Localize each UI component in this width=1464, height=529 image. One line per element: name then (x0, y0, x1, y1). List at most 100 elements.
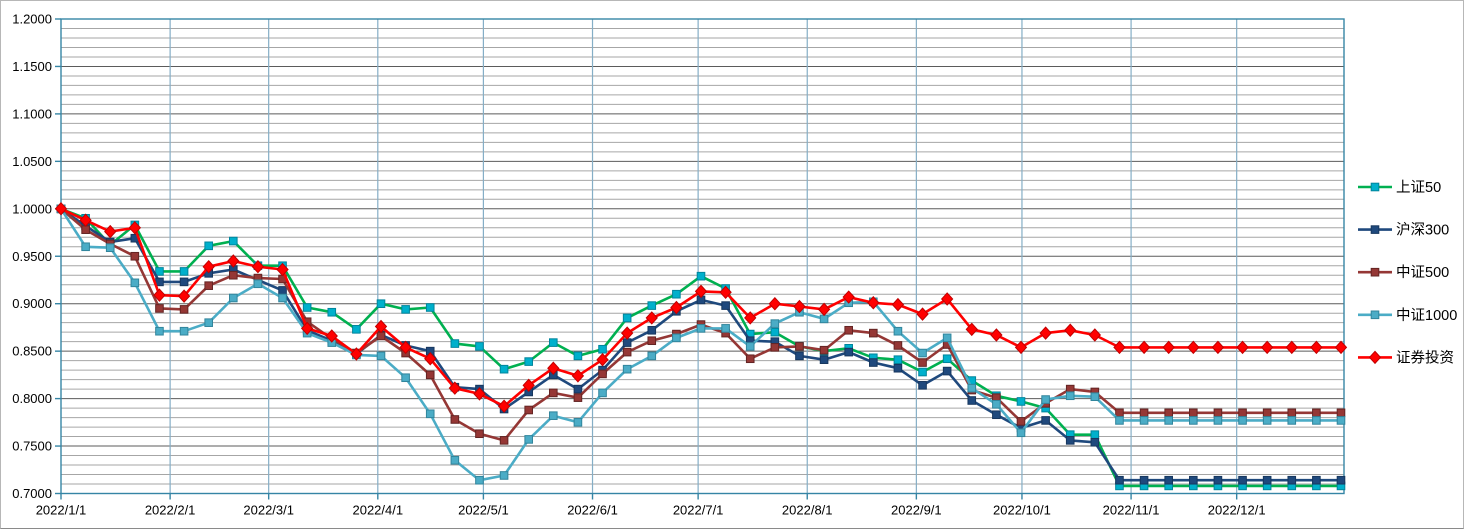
data-marker (1162, 340, 1175, 355)
data-marker (891, 297, 905, 312)
y-axis-label: 0.9500 (12, 249, 52, 264)
x-axis-label: 2022/9/1 (891, 503, 942, 518)
data-marker (672, 289, 681, 299)
data-marker (1090, 437, 1100, 447)
x-axis-label: 2022/6/1 (567, 503, 618, 518)
data-marker (1262, 408, 1272, 418)
data-marker (450, 339, 460, 348)
data-marker (425, 409, 435, 419)
data-marker (253, 279, 263, 289)
data-marker (1213, 416, 1223, 425)
data-marker (893, 326, 903, 336)
x-axis-label: 2022/11/1 (1103, 503, 1160, 518)
data-marker (278, 286, 287, 295)
data-marker (350, 347, 363, 361)
data-marker (1312, 475, 1321, 485)
data-marker (992, 399, 1001, 409)
data-marker (647, 336, 657, 346)
legend-label: 中证500 (1396, 264, 1449, 281)
legend-item[interactable]: 沪深300 (1358, 222, 1449, 239)
data-marker (229, 270, 238, 280)
data-marker (869, 328, 878, 338)
y-axis-label: 0.9000 (12, 296, 52, 311)
data-marker (278, 293, 287, 303)
data-marker (1287, 475, 1297, 485)
data-marker (1016, 417, 1026, 426)
data-marker (1065, 436, 1075, 445)
data-marker (1164, 408, 1173, 418)
data-marker (916, 307, 929, 321)
legend-item[interactable]: 中证500 (1358, 264, 1449, 281)
data-marker (967, 396, 977, 405)
data-marker (1189, 416, 1198, 425)
x-axis-label: 2022/8/1 (782, 503, 833, 518)
data-marker (1090, 430, 1100, 439)
data-marker (1336, 416, 1346, 425)
data-marker (524, 405, 533, 415)
data-marker (622, 313, 632, 323)
data-marker (450, 415, 460, 424)
data-marker (992, 410, 1001, 420)
data-marker (499, 471, 509, 480)
data-marker (1139, 416, 1149, 425)
y-axis-label: 1.1000 (12, 106, 52, 121)
data-marker (672, 333, 681, 343)
data-marker (424, 352, 437, 366)
data-marker (153, 288, 166, 302)
x-axis-label: 2022/2/1 (145, 503, 196, 518)
data-marker (647, 351, 657, 361)
legend-item[interactable]: 证券投资 (1358, 349, 1454, 366)
y-axis-label: 0.8000 (12, 391, 52, 406)
data-marker (401, 373, 410, 383)
data-marker (549, 411, 558, 420)
data-marker (1115, 408, 1124, 418)
legend-item[interactable]: 中证1000 (1358, 307, 1457, 324)
data-marker (105, 243, 115, 253)
data-marker (670, 300, 683, 315)
data-marker (499, 364, 509, 374)
data-marker (770, 343, 780, 352)
data-marker (694, 284, 708, 299)
data-marker (770, 327, 780, 337)
data-marker (475, 429, 484, 439)
data-marker (844, 325, 853, 335)
data-marker (819, 314, 829, 324)
data-marker (965, 322, 978, 337)
data-marker (893, 341, 903, 350)
data-marker (547, 361, 560, 375)
data-marker (204, 281, 213, 290)
data-marker (990, 328, 1003, 342)
data-marker (696, 271, 706, 281)
y-axis-label: 0.8500 (12, 344, 52, 359)
data-marker (1065, 391, 1075, 401)
data-marker (596, 352, 609, 367)
x-axis-label: 2022/1/1 (36, 503, 87, 518)
legend-label: 证券投资 (1396, 349, 1454, 366)
legend-swatch-marker (1370, 310, 1380, 320)
data-marker (1213, 475, 1223, 485)
data-marker (1164, 475, 1173, 485)
data-marker (1189, 475, 1198, 485)
data-marker (819, 345, 829, 355)
legend-label: 沪深300 (1396, 222, 1449, 239)
data-marker (1016, 397, 1026, 406)
y-axis-label: 0.7500 (12, 439, 52, 454)
data-marker (475, 342, 484, 351)
data-marker (376, 299, 386, 308)
data-marker (1039, 326, 1052, 340)
data-marker (573, 351, 583, 361)
data-marker (573, 384, 583, 394)
data-marker (376, 331, 386, 341)
data-marker (130, 251, 140, 261)
legend-swatch-marker (1370, 182, 1380, 192)
data-marker (179, 267, 189, 276)
data-marker (54, 202, 68, 216)
data-marker (768, 296, 782, 311)
data-marker (918, 358, 927, 367)
data-marker (770, 319, 780, 328)
legend-item[interactable]: 上证50 (1358, 179, 1441, 196)
data-marker (1090, 392, 1100, 402)
legend-label: 上证50 (1396, 179, 1441, 196)
data-marker (795, 342, 804, 351)
